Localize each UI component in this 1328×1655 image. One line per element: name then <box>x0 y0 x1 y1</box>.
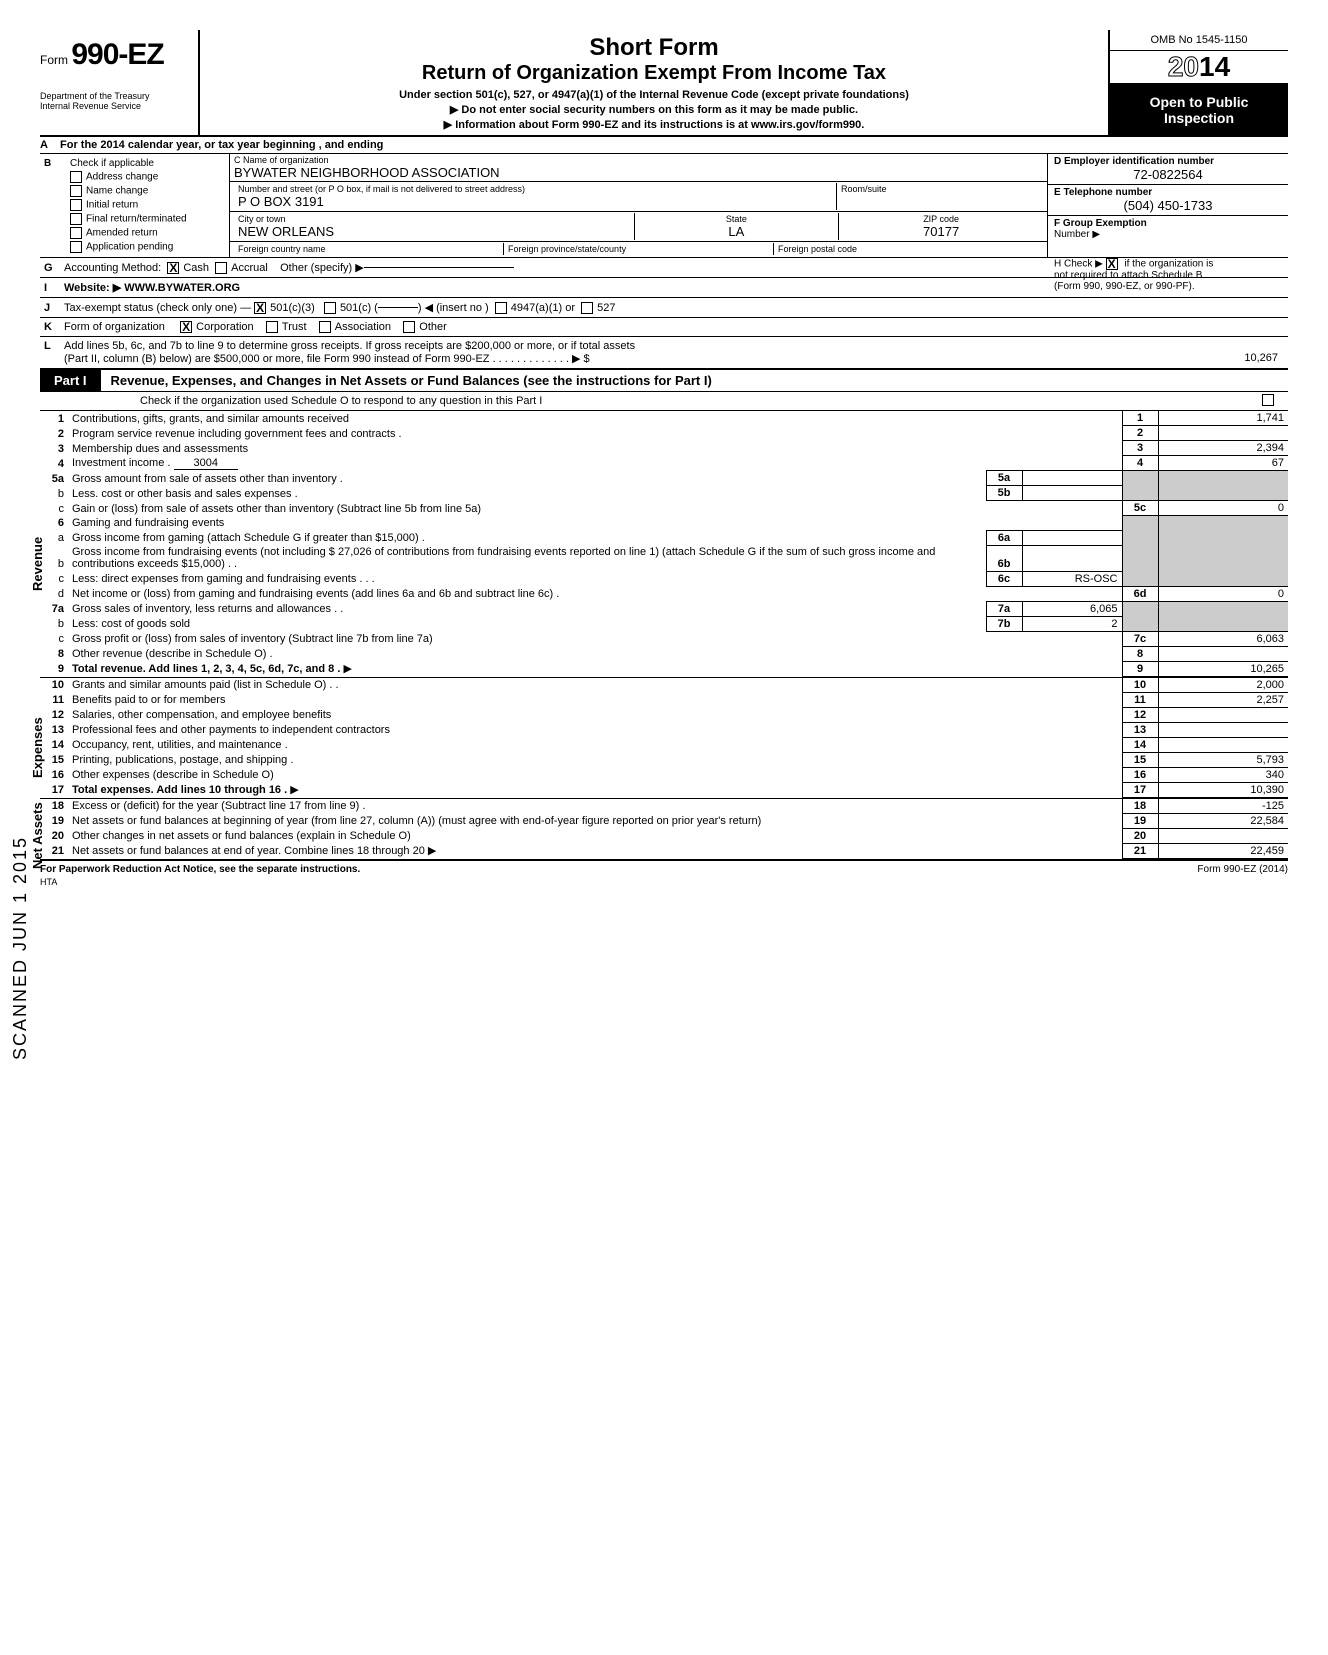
line-18-value: -125 <box>1158 799 1288 814</box>
line-12-value <box>1158 707 1288 722</box>
revenue-label: Revenue <box>30 537 45 591</box>
omb-number: OMB No 1545-1150 <box>1110 30 1288 51</box>
line-13-value <box>1158 722 1288 737</box>
line-2-value <box>1158 426 1288 441</box>
check-association[interactable] <box>319 321 331 333</box>
org-address: P O BOX 3191 <box>238 194 832 209</box>
ein-value: 72-0822564 <box>1054 167 1282 182</box>
line-10-value: 2,000 <box>1158 678 1288 693</box>
line-14-value <box>1158 737 1288 752</box>
form-header: Form 990-EZ Department of the Treasury I… <box>40 30 1288 137</box>
line-19-value: 22,584 <box>1158 813 1288 828</box>
line-1-value: 1,741 <box>1158 411 1288 426</box>
check-application-pending[interactable] <box>70 241 82 253</box>
row-a-tax-year: A For the 2014 calendar year, or tax yea… <box>40 137 1288 154</box>
open-to-public: Open to Public Inspection <box>1110 84 1288 135</box>
header-title-block: Short Form Return of Organization Exempt… <box>200 30 1108 135</box>
do-not-enter: Do not enter social security numbers on … <box>461 104 858 116</box>
check-501c3[interactable] <box>254 302 266 314</box>
tax-year: 2014 <box>1110 51 1288 84</box>
line-6d-value: 0 <box>1158 586 1288 601</box>
org-state: LA <box>639 224 835 239</box>
gross-receipts-value: 10,267 <box>1244 352 1288 364</box>
part1-header: Part I Revenue, Expenses, and Changes in… <box>40 368 1288 392</box>
row-i-website: I Website: ▶ WWW.BYWATER.ORG <box>40 278 1288 298</box>
check-4947[interactable] <box>495 302 507 314</box>
check-schedule-o[interactable] <box>1262 394 1274 406</box>
line-7c-value: 6,063 <box>1158 631 1288 646</box>
title-short-form: Short Form <box>210 34 1098 62</box>
part1-schedule-o-check: Check if the organization used Schedule … <box>40 392 1288 411</box>
telephone-value: (504) 450-1733 <box>1054 198 1282 213</box>
lines-table: 1Contributions, gifts, grants, and simil… <box>40 411 1288 677</box>
line-20-value <box>1158 828 1288 843</box>
info-link: Information about Form 990-EZ and its in… <box>455 119 864 131</box>
section-bcd: BCheck if applicable Address change Name… <box>40 154 1288 258</box>
check-501c[interactable] <box>324 302 336 314</box>
expenses-label: Expenses <box>30 717 45 778</box>
form-prefix: Form <box>40 53 68 67</box>
line-7a-value: 6,065 <box>1022 601 1122 616</box>
line-11-value: 2,257 <box>1158 692 1288 707</box>
check-527[interactable] <box>581 302 593 314</box>
header-right: OMB No 1545-1150 2014 Open to Public Ins… <box>1108 30 1288 135</box>
col-b-checkboxes: BCheck if applicable Address change Name… <box>40 154 230 257</box>
line-7b-value: 2 <box>1022 616 1122 631</box>
check-trust[interactable] <box>266 321 278 333</box>
line-9-value: 10,265 <box>1158 661 1288 676</box>
line-15-value: 5,793 <box>1158 752 1288 767</box>
net-assets-section: Net Assets 18Excess or (deficit) for the… <box>40 798 1288 859</box>
under-section: Under section 501(c), 527, or 4947(a)(1)… <box>210 89 1098 101</box>
row-j-tax-status: J Tax-exempt status (check only one) — 5… <box>40 298 1288 318</box>
expenses-section: Expenses 10Grants and similar amounts pa… <box>40 677 1288 798</box>
check-final-return[interactable] <box>70 213 82 225</box>
dept-irs: Internal Revenue Service <box>40 102 192 112</box>
line-4-value: 67 <box>1158 456 1288 471</box>
scanned-stamp: SCANNED JUN 1 2015 <box>10 836 31 1060</box>
header-left: Form 990-EZ Department of the Treasury I… <box>40 30 200 135</box>
line-21-value: 22,459 <box>1158 843 1288 858</box>
row-g-accounting: G Accounting Method: Cash Accrual Other … <box>40 258 1288 278</box>
row-l-gross-receipts: L Add lines 5b, 6c, and 7b to line 9 to … <box>40 337 1288 368</box>
check-name-change[interactable] <box>70 185 82 197</box>
line-17-value: 10,390 <box>1158 782 1288 797</box>
hta-mark: HTA <box>40 877 1288 887</box>
line-3-value: 2,394 <box>1158 441 1288 456</box>
org-name: BYWATER NEIGHBORHOOD ASSOCIATION <box>234 165 1043 180</box>
check-initial-return[interactable] <box>70 199 82 211</box>
col-d-ein: D Employer identification number 72-0822… <box>1048 154 1288 257</box>
check-corporation[interactable] <box>180 321 192 333</box>
footer: For Paperwork Reduction Act Notice, see … <box>40 859 1288 875</box>
line-16-value: 340 <box>1158 767 1288 782</box>
org-city: NEW ORLEANS <box>238 224 630 239</box>
form-990ez: Form 990-EZ Department of the Treasury I… <box>40 30 1288 887</box>
line-8-value <box>1158 646 1288 661</box>
title-return: Return of Organization Exempt From Incom… <box>210 62 1098 85</box>
row-k-form-org: K Form of organization Corporation Trust… <box>40 318 1288 337</box>
net-assets-label: Net Assets <box>30 802 45 869</box>
check-schedule-b[interactable] <box>1106 258 1118 270</box>
check-address-change[interactable] <box>70 171 82 183</box>
form-number: 990-EZ <box>71 38 163 71</box>
check-amended-return[interactable] <box>70 227 82 239</box>
check-cash[interactable] <box>167 262 179 274</box>
col-c-org-info: C Name of organization BYWATER NEIGHBORH… <box>230 154 1048 257</box>
check-other-org[interactable] <box>403 321 415 333</box>
line-5c-value: 0 <box>1158 501 1288 516</box>
revenue-section: Revenue 1Contributions, gifts, grants, a… <box>40 411 1288 677</box>
check-accrual[interactable] <box>215 262 227 274</box>
org-zip: 70177 <box>843 224 1039 239</box>
